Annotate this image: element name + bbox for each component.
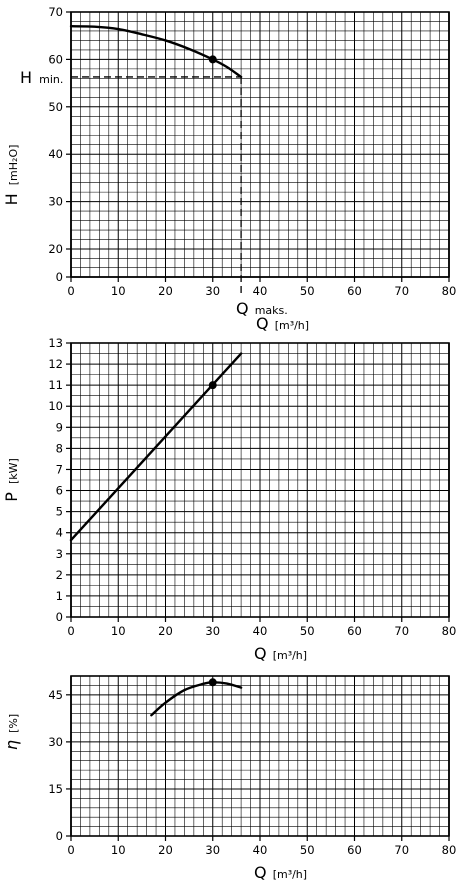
head-chart-qmax-label: Q maks. <box>236 299 288 318</box>
power-chart-x-tick-label: 20 <box>158 624 173 638</box>
power-chart-y-tick-label: 3 <box>56 547 63 561</box>
head-chart-duty-point <box>208 55 217 64</box>
power-chart-ylabel: P [kW] <box>2 458 21 502</box>
efficiency-chart-y-tick-label: 45 <box>48 688 63 702</box>
head-chart-y-tick-label: 0 <box>56 270 63 284</box>
efficiency-chart-ylabel: η [%] <box>2 714 21 750</box>
head-chart-hmin-label: H min. <box>20 68 63 87</box>
head-chart-ylabel: H [mH₂O] <box>2 145 21 206</box>
efficiency-chart-curve <box>150 681 243 717</box>
power-chart-grid <box>70 342 450 618</box>
power-chart-y-tick-label: 5 <box>56 505 63 519</box>
efficiency-chart-y-tick-label: 30 <box>48 735 63 749</box>
head-chart-xlabel: Q [m³/h] <box>256 314 309 333</box>
power-chart-x-tick-label: 10 <box>111 624 126 638</box>
efficiency-chart-y-tick-label: 15 <box>48 782 63 796</box>
efficiency-chart-duty-point <box>208 678 217 687</box>
power-chart-y-tick-label: 6 <box>56 484 63 498</box>
efficiency-chart-x-tick-label: 60 <box>347 843 362 857</box>
power-chart-x-tick-label: 70 <box>394 624 409 638</box>
power-chart-y-tick-label: 11 <box>48 378 63 392</box>
efficiency-chart-x-tick-label: 40 <box>253 843 268 857</box>
head-chart-x-tick-label: 50 <box>300 284 315 298</box>
head-chart-reference-lines <box>71 76 242 297</box>
power-chart-x-tick-label: 50 <box>300 624 315 638</box>
power-chart-curve <box>69 352 243 542</box>
head-chart-y-ticks: 0 20 30 40 50 60 70 <box>48 5 71 284</box>
head-chart-x-tick-label: 80 <box>442 284 457 298</box>
head-chart-x-tick-label: 0 <box>67 284 74 298</box>
efficiency-chart-x-tick-label: 80 <box>442 843 457 857</box>
head-chart-y-tick-label: 30 <box>48 195 63 209</box>
efficiency-chart-x-tick-label: 70 <box>394 843 409 857</box>
head-chart: 0 20 30 40 50 60 70 0 10 20 30 40 50 60 70 80 H [mH₂O]… <box>2 5 456 333</box>
power-chart-y-tick-label: 7 <box>56 462 63 476</box>
power-chart-xlabel: Q [m³/h] <box>254 644 307 663</box>
head-chart-x-tick-label: 60 <box>347 284 362 298</box>
efficiency-chart-x-tick-label: 0 <box>67 843 74 857</box>
power-chart-x-tick-label: 0 <box>67 624 74 638</box>
power-chart-x-tick-label: 60 <box>347 624 362 638</box>
power-chart-y-tick-label: 4 <box>56 526 63 540</box>
power-chart-y-tick-label: 10 <box>48 399 63 413</box>
power-chart-duty-point <box>208 381 217 390</box>
power-chart-x-tick-label: 40 <box>253 624 268 638</box>
head-chart-x-tick-label: 20 <box>158 284 173 298</box>
power-chart-y-tick-label: 1 <box>56 589 63 603</box>
efficiency-chart-y-ticks: 0 15 30 45 <box>48 688 71 843</box>
power-chart-y-tick-label: 8 <box>56 441 63 455</box>
head-chart-x-ticks: 0 10 20 30 40 50 60 70 80 <box>67 277 456 298</box>
power-chart-x-ticks: 0 10 20 30 40 50 60 70 80 <box>67 617 456 638</box>
efficiency-chart-y-tick-label: 0 <box>56 829 63 843</box>
power-chart-curve-group <box>69 352 243 542</box>
power-chart-y-tick-label: 9 <box>56 420 63 434</box>
head-chart-curve-group <box>69 25 243 79</box>
efficiency-chart-x-tick-label: 30 <box>205 843 220 857</box>
efficiency-chart-x-ticks: 0 10 20 30 40 50 60 70 80 <box>67 836 456 857</box>
head-chart-curve <box>69 25 243 79</box>
head-chart-grid <box>70 11 450 278</box>
efficiency-chart-x-tick-label: 10 <box>111 843 126 857</box>
power-chart-y-tick-label: 0 <box>56 610 63 624</box>
power-chart-y-tick-label: 13 <box>48 336 63 350</box>
head-chart-x-tick-label: 10 <box>111 284 126 298</box>
head-chart-y-tick-label: 70 <box>48 5 63 19</box>
efficiency-chart: 0 15 30 45 0 10 20 30 40 50 60 70 80 η [%] Q [m³/h] <box>2 675 456 882</box>
power-chart-y-tick-label: 12 <box>48 357 63 371</box>
power-chart-x-tick-label: 30 <box>205 624 220 638</box>
head-chart-y-tick-label: 50 <box>48 100 63 114</box>
head-chart-x-tick-label: 30 <box>205 284 220 298</box>
head-chart-x-tick-label: 40 <box>253 284 268 298</box>
efficiency-chart-curve-group <box>150 678 243 717</box>
efficiency-chart-grid <box>70 675 450 837</box>
power-chart-y-tick-label: 2 <box>56 568 63 582</box>
head-chart-y-tick-label: 20 <box>48 242 63 256</box>
head-chart-y-tick-label: 40 <box>48 147 63 161</box>
efficiency-chart-xlabel: Q [m³/h] <box>254 863 307 882</box>
head-chart-y-tick-label: 60 <box>48 52 63 66</box>
head-chart-x-tick-label: 70 <box>394 284 409 298</box>
efficiency-chart-x-tick-label: 50 <box>300 843 315 857</box>
efficiency-chart-x-tick-label: 20 <box>158 843 173 857</box>
power-chart-x-tick-label: 80 <box>442 624 457 638</box>
